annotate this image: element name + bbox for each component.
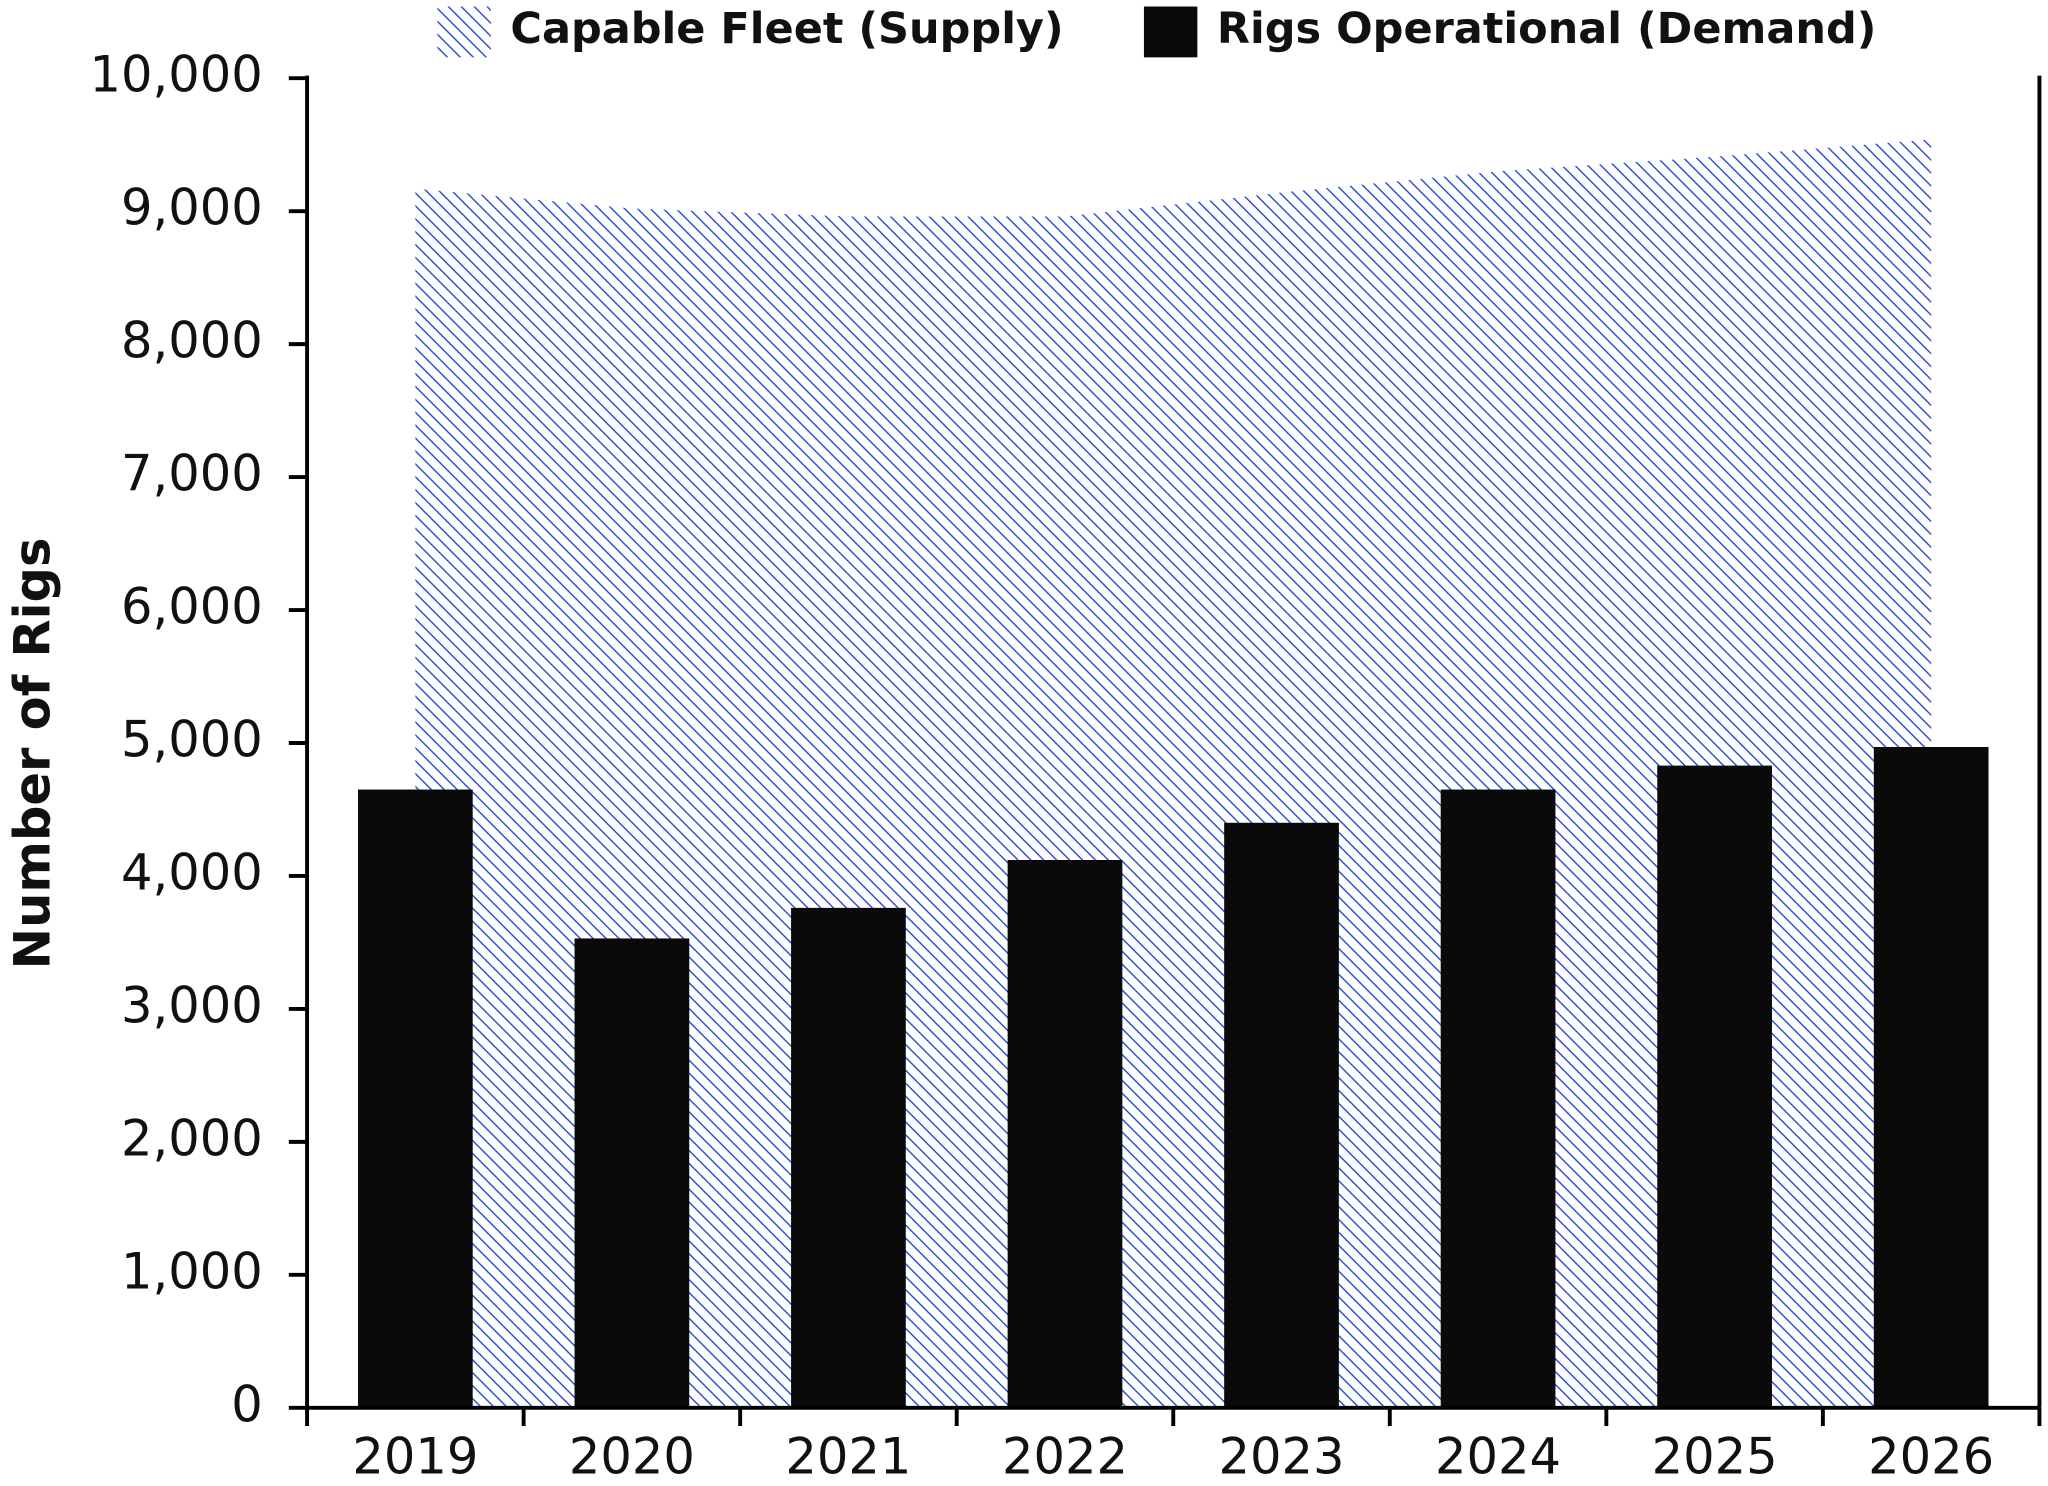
y-tick-label: 7,000 [121,445,263,503]
y-tick-label: 8,000 [121,312,263,370]
legend-swatch [437,6,491,58]
bar [1873,746,1989,1408]
x-tick-label: 2019 [352,1427,478,1485]
bar [1224,822,1339,1408]
x-tick-label: 2022 [1002,1427,1128,1485]
x-tick-label: 2025 [1652,1427,1778,1485]
bar [357,789,473,1408]
legend-label: Capable Fleet (Supply) [510,4,1063,54]
y-tick-label: 9,000 [121,179,263,237]
y-tick-label: 1,000 [121,1242,263,1300]
x-tick-label: 2024 [1435,1427,1561,1485]
y-tick-label: 10,000 [89,46,262,104]
legend-label: Rigs Operational (Demand) [1217,4,1876,54]
y-axis-title: Number of Rigs [3,538,61,970]
y-tick-label: 4,000 [121,843,263,901]
x-tick-label: 2021 [785,1427,911,1485]
y-tick-label: 6,000 [121,578,263,636]
legend-swatch [1143,6,1198,58]
y-tick-label: 5,000 [121,711,263,769]
bar [1007,860,1123,1408]
y-tick-label: 2,000 [121,1109,263,1167]
bar [1657,765,1772,1408]
bar [574,938,690,1408]
x-tick-label: 2020 [569,1427,695,1485]
x-tick-label: 2023 [1219,1427,1345,1485]
y-tick-label: 0 [231,1375,263,1433]
bar [1440,789,1556,1408]
bar [791,907,906,1408]
x-tick-label: 2026 [1868,1427,1994,1485]
y-tick-label: 3,000 [121,976,263,1034]
